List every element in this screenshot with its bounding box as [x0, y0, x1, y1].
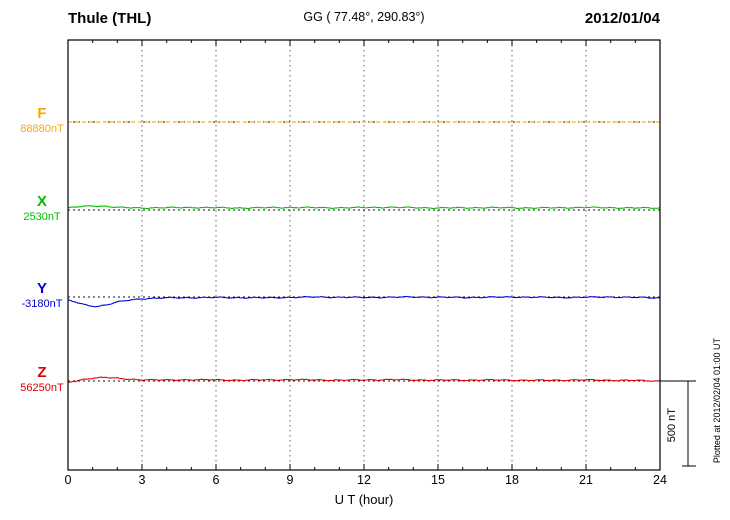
x-tick-label: 21 [579, 473, 593, 487]
plot-timestamp-text: Plotted at 2012/02/04 01:00 UT [712, 337, 722, 464]
x-tick-label: 24 [653, 473, 667, 487]
series-baseline-Y: -3180nT [21, 298, 63, 310]
x-tick-label: 6 [212, 473, 220, 487]
plot-timestamp-note: Plotted at 2012/02/04 01:00 UT [712, 328, 722, 473]
series-baseline-F: 88880nT [20, 123, 64, 135]
x-tick-label: 0 [64, 473, 72, 487]
x-tick-label: 12 [357, 473, 371, 487]
series-label-X: X 2530nT [6, 194, 78, 224]
scale-bar-label: 500 nT [666, 390, 678, 460]
scale-bar-text: 500 nT [666, 407, 678, 443]
station-coordinates: GG ( 77.48°, 290.83°) [303, 10, 425, 24]
series-label-F: F 88880nT [6, 106, 78, 136]
series-name-Z: Z [37, 364, 47, 381]
x-tick-label: 15 [431, 473, 445, 487]
station-title: Thule (THL) [68, 10, 152, 27]
series-name-F: F [37, 105, 47, 122]
series-name-X: X [36, 193, 47, 210]
x-axis-label: U T (hour) [334, 492, 394, 507]
x-tick-label: 9 [286, 473, 294, 487]
series-name-Y: Y [36, 280, 47, 297]
x-axis-ticks: 0 3 6 9 12 15 18 21 24 [0, 473, 730, 489]
series-label-Z: Z 56250nT [6, 365, 78, 395]
x-tick-label: 3 [138, 473, 146, 487]
series-baseline-X: 2530nT [23, 211, 61, 223]
series-label-Y: Y -3180nT [6, 281, 78, 311]
plot-date: 2012/01/04 [584, 10, 660, 27]
x-tick-label: 18 [505, 473, 519, 487]
series-baseline-Z: 56250nT [20, 382, 64, 394]
